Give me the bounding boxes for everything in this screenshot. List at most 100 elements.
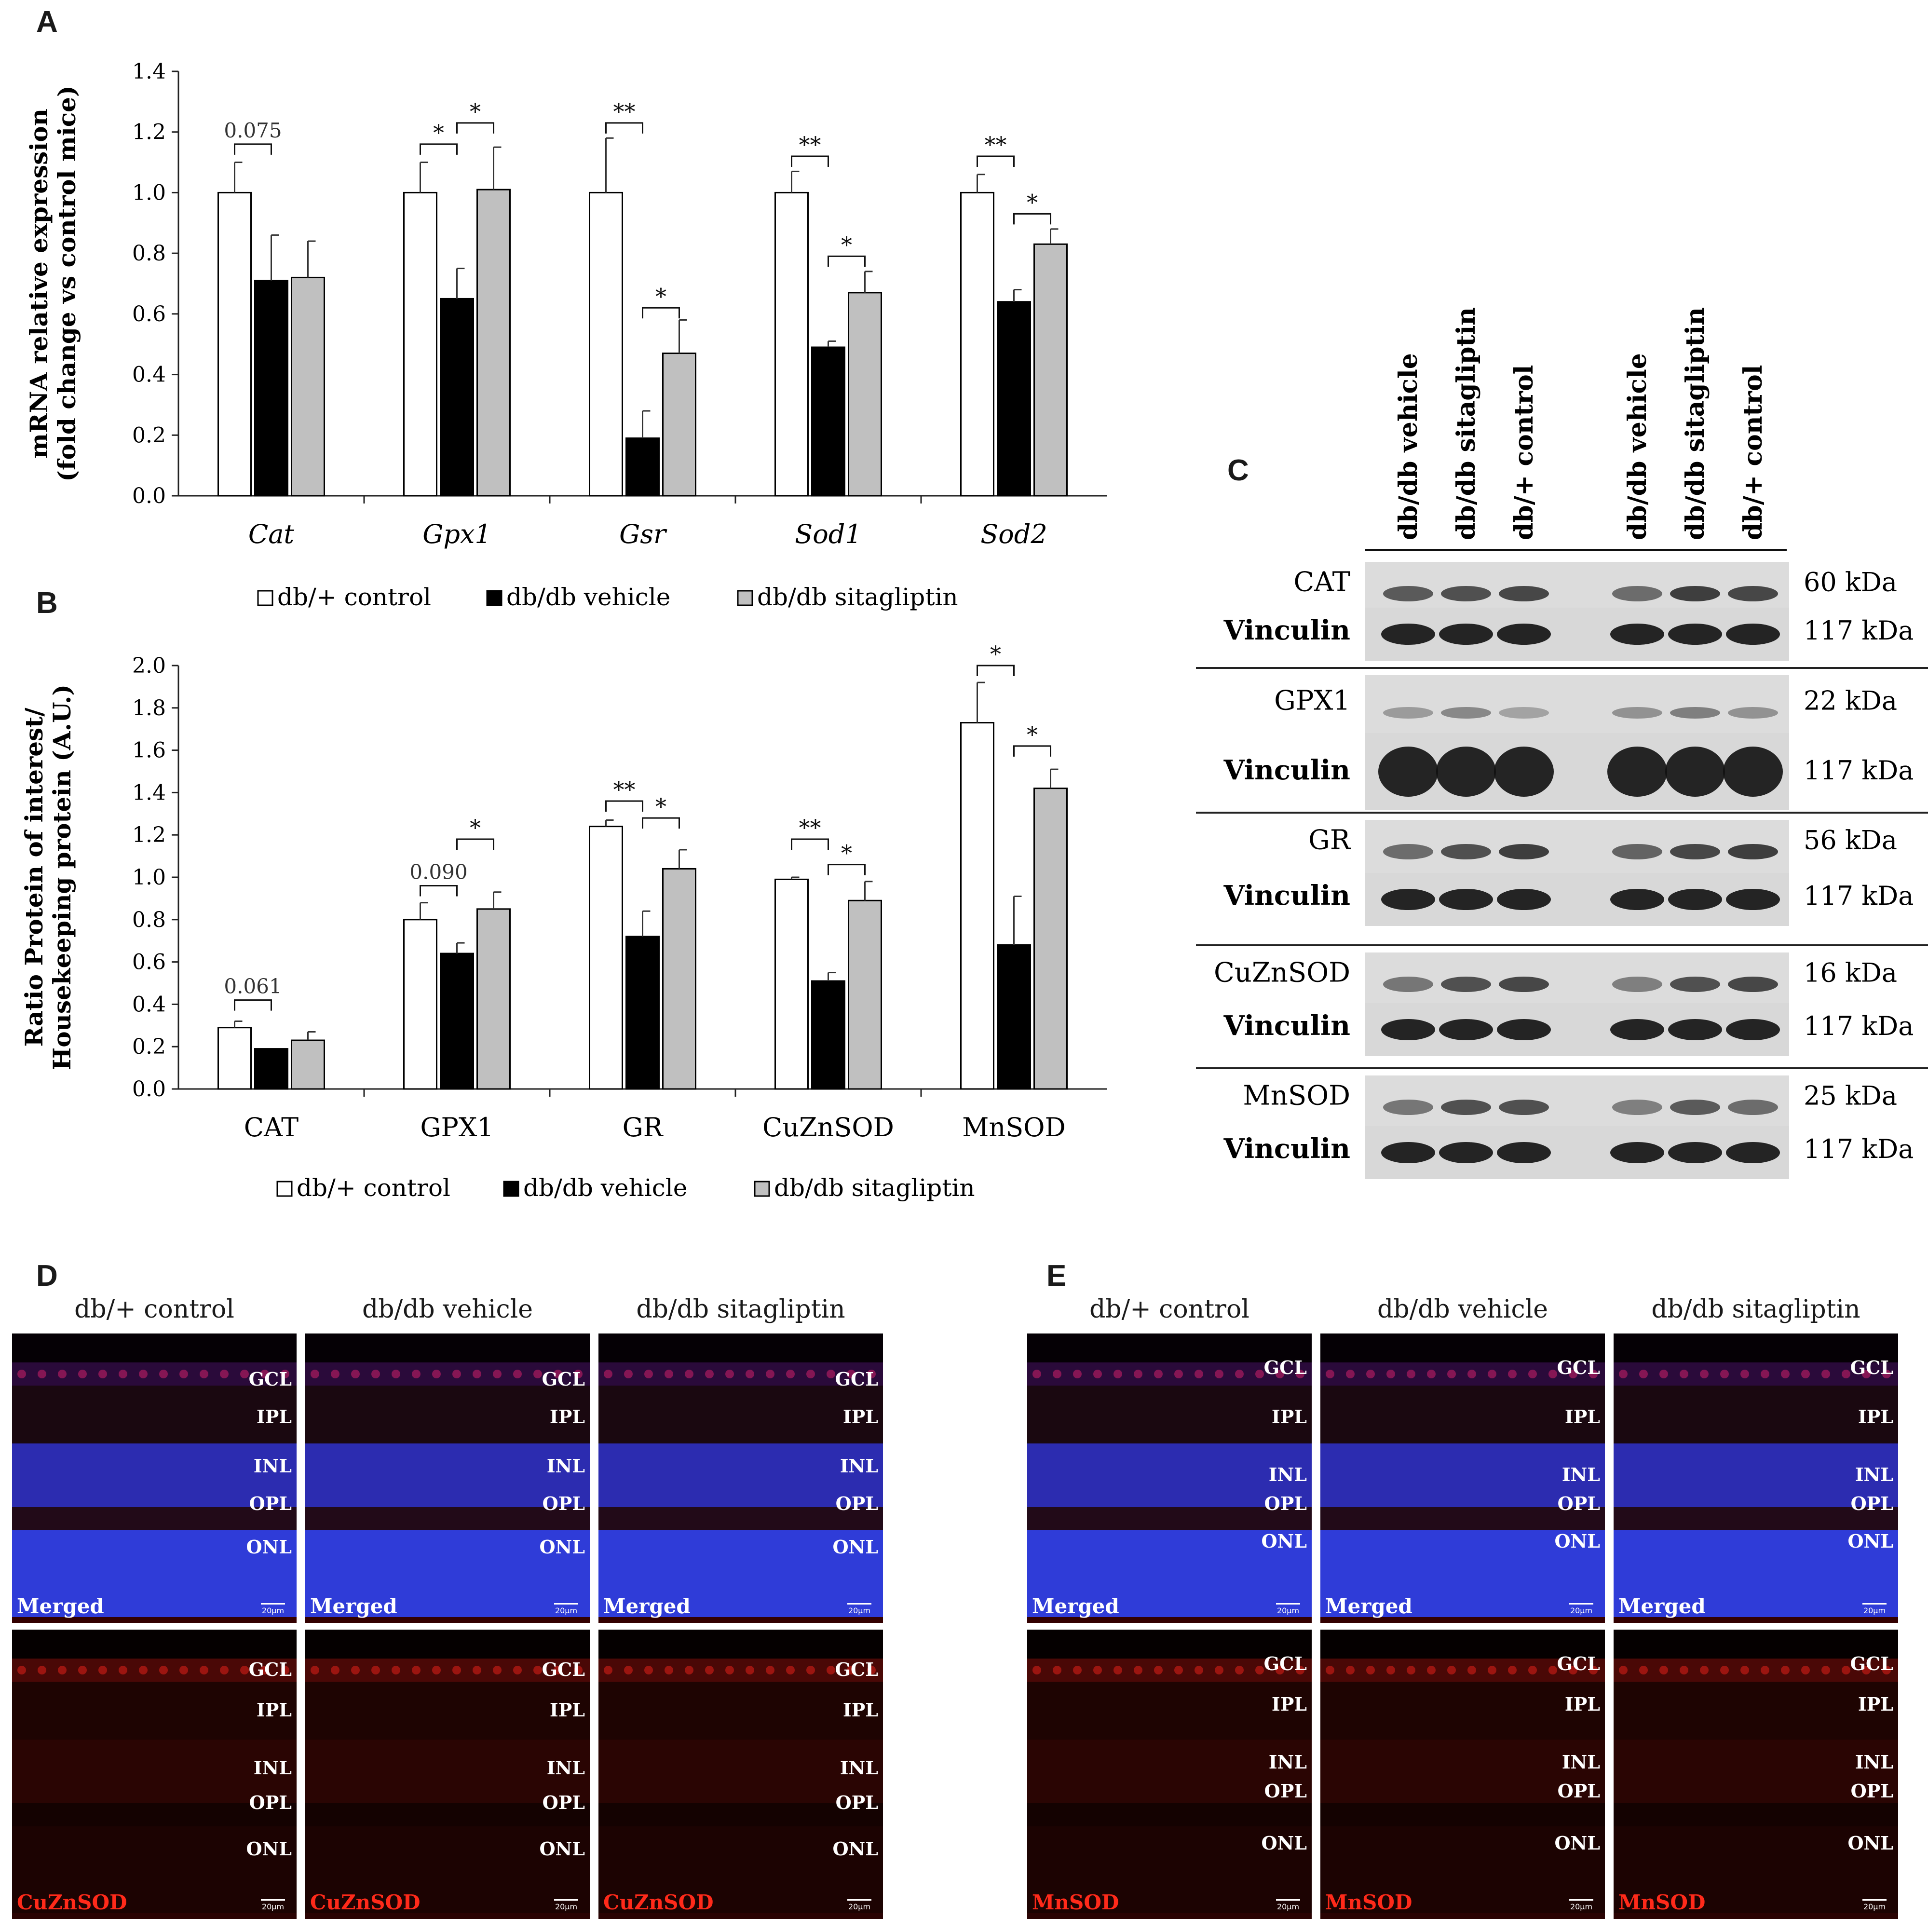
ganglion-cell <box>371 1666 380 1674</box>
bar-db-db-vehicle <box>997 301 1031 497</box>
ganglion-cell <box>685 1370 693 1378</box>
blot-target-label: MnSOD <box>1243 1080 1350 1112</box>
retina-section-image <box>12 1333 297 1623</box>
bar-db---control <box>589 826 623 1090</box>
ganglion-cell <box>1255 1370 1264 1378</box>
scale-bar-label: 20µm <box>1570 1902 1593 1911</box>
significance-label: * <box>655 793 666 819</box>
retina-layer-band <box>305 1617 590 1623</box>
ganglion-cell <box>786 1370 795 1378</box>
scale-bar: 20µm <box>1862 1899 1887 1911</box>
retina-layer-label: GCL <box>835 1659 878 1680</box>
vinculin-band <box>1668 624 1722 645</box>
western-blot-panel: db/db vehicle db/db sitagliptin db/+ contr… <box>1196 307 1928 1179</box>
legend-swatch <box>486 590 502 606</box>
retina-layer-band <box>598 1682 883 1740</box>
retina-layer-label: ONL <box>832 1838 878 1860</box>
ganglion-cell <box>1659 1666 1668 1674</box>
ganglion-cell <box>1447 1666 1456 1674</box>
ganglion-cell <box>260 1370 269 1378</box>
lane-label: db/db sitagliptin <box>1681 307 1710 540</box>
scale-bar-label: 20µm <box>555 1606 578 1615</box>
ganglion-cell <box>1407 1666 1415 1674</box>
ganglion-cell <box>493 1666 502 1674</box>
protein-band <box>1612 1100 1662 1115</box>
retina-layer-band <box>12 1682 297 1740</box>
ganglion-cell <box>1407 1370 1415 1378</box>
retina-layer-label: ONL <box>1847 1530 1893 1552</box>
scale-bar-line <box>1276 1603 1300 1605</box>
vinculin-band <box>1607 747 1667 797</box>
y-tick-label: 1.2 <box>132 823 166 847</box>
retina-layer-band <box>12 1617 297 1623</box>
significance-bracket <box>456 838 494 850</box>
retina-layer-band <box>1027 1386 1312 1443</box>
ganglion-cell <box>281 1370 289 1378</box>
vinculin-band <box>1381 1142 1435 1163</box>
retina-layer-label: IPL <box>842 1406 878 1428</box>
retina-layer-band <box>305 1682 590 1740</box>
retina-layer-band <box>1320 1617 1605 1623</box>
category-label: CAT <box>244 1112 299 1143</box>
ganglion-cell <box>827 1370 835 1378</box>
legend-swatch <box>503 1181 519 1197</box>
significance-label: ** <box>799 815 821 841</box>
retina-layer-band <box>305 1386 590 1443</box>
ganglion-cell <box>331 1370 339 1378</box>
ganglion-cell <box>1862 1666 1871 1674</box>
retina-layer-band <box>12 1443 297 1507</box>
bar-db-db-sitagliptin <box>476 189 511 497</box>
protein-band <box>1612 977 1662 992</box>
retina-layer-label: INL <box>1561 1751 1600 1773</box>
scale-bar-label: 20µm <box>1570 1606 1593 1615</box>
legend-label: db/db vehicle <box>523 1174 687 1202</box>
blot-target-label: GPX1 <box>1274 685 1350 717</box>
scale-bar-line <box>1862 1603 1887 1605</box>
retina-section-image <box>1614 1333 1898 1623</box>
bar-db-db-sitagliptin <box>291 276 325 497</box>
blot-loading-label: Vinculin <box>1223 880 1350 912</box>
ganglion-cell <box>1427 1666 1436 1674</box>
retina-layer-label: ONL <box>832 1536 878 1558</box>
retina-layer-band <box>598 1913 883 1919</box>
micrograph-group-title: db/+ control <box>1089 1295 1249 1324</box>
ganglion-cell <box>159 1370 168 1378</box>
retina-layer-label: ONL <box>539 1536 585 1558</box>
ganglion-cell <box>392 1370 400 1378</box>
retina-layer-label: INL <box>253 1455 292 1477</box>
ganglion-cell <box>1296 1666 1304 1674</box>
retina-layer-band <box>1614 1386 1898 1443</box>
ganglion-cell <box>1740 1370 1749 1378</box>
scale-bar: 20µm <box>1276 1603 1300 1615</box>
protein-band <box>1441 707 1491 719</box>
retina-layer-band <box>1027 1913 1312 1919</box>
retina-layer-label: IPL <box>1858 1406 1893 1428</box>
significance-bracket <box>420 143 458 155</box>
blot-target-kda: 60 kDa <box>1804 567 1897 598</box>
lane-label: db/db sitagliptin <box>1452 307 1481 540</box>
scale-bar-label: 20µm <box>1863 1902 1886 1911</box>
ganglion-cell <box>1235 1666 1244 1674</box>
ganglion-cell <box>1134 1370 1142 1378</box>
bar-db-db-vehicle <box>811 980 845 1090</box>
protein-band <box>1383 1100 1433 1115</box>
significance-label: ** <box>799 132 821 158</box>
merged-tag: Merged <box>1325 1594 1412 1618</box>
ganglion-cell <box>806 1370 815 1378</box>
lane-label: db/+ control <box>1509 365 1539 540</box>
chart-a: 0.0 0.2 0.4 0.6 0.8 1.0 1.2 1.4 mRNA relative ex… <box>25 59 1107 611</box>
ganglion-cell <box>604 1370 612 1378</box>
bar-db---control <box>403 919 437 1090</box>
retina-layer-label: GCL <box>1850 1357 1893 1378</box>
significance-bracket <box>642 817 680 829</box>
ganglion-cell <box>574 1666 583 1674</box>
ganglion-cell <box>533 1666 542 1674</box>
ganglion-cell <box>1882 1666 1891 1674</box>
category-label: GPX1 <box>420 1112 493 1143</box>
ganglion-cell <box>1761 1370 1769 1378</box>
ganglion-cell <box>847 1370 855 1378</box>
ganglion-cell <box>867 1666 876 1674</box>
protein-band <box>1499 707 1549 719</box>
retina-section-image <box>1614 1630 1898 1919</box>
retina-layer-label: GCL <box>1557 1653 1600 1674</box>
